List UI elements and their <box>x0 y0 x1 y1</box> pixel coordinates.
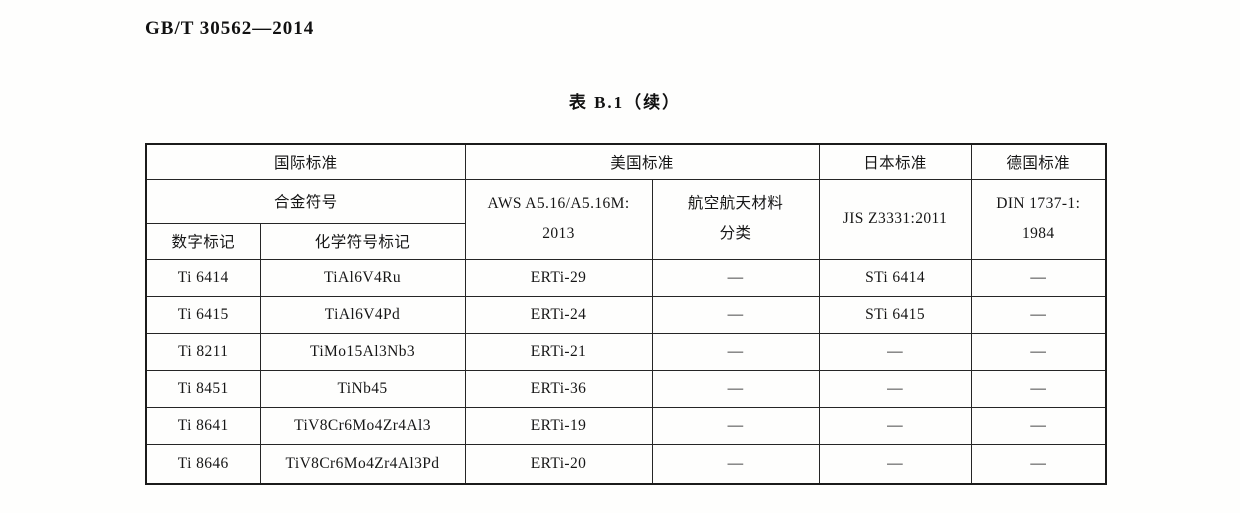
cell-aws: ERTi-19 <box>464 406 653 445</box>
cell-chemical: TiNb45 <box>259 369 466 408</box>
cell-din: — <box>970 406 1107 445</box>
header-din-spec: DIN 1737-1: 1984 <box>970 178 1107 260</box>
cell-din: — <box>970 332 1107 371</box>
cell-chemical: TiMo15Al3Nb3 <box>259 332 466 371</box>
cell-din: — <box>970 369 1107 408</box>
cell-jis: STi 6414 <box>818 258 972 297</box>
cell-din: — <box>970 258 1107 297</box>
header-aerospace-line2: 分类 <box>719 225 752 242</box>
cell-aerospace: — <box>651 258 820 297</box>
header-us-standard: 美国标准 <box>464 143 820 180</box>
cell-aws: ERTi-29 <box>464 258 653 297</box>
header-aws-spec-line2: 2013 <box>542 225 575 242</box>
header-row-subgroups: 合金符号 AWS A5.16/A5.16M: 2013 航空航天材料 分类 JI… <box>145 178 1107 260</box>
header-aerospace-line1: 航空航天材料 <box>687 194 784 212</box>
cell-aws: ERTi-36 <box>464 369 653 408</box>
cell-numeric: Ti 8451 <box>145 369 261 408</box>
header-japan-standard: 日本标准 <box>818 143 972 180</box>
header-aws-spec-line1: AWS A5.16/A5.16M: <box>487 194 630 212</box>
cell-numeric: Ti 8211 <box>145 332 261 371</box>
cell-chemical: TiAl6V4Ru <box>259 258 466 297</box>
header-aerospace-classification: 航空航天材料 分类 <box>651 178 820 260</box>
cell-chemical: TiV8Cr6Mo4Zr4Al3 <box>259 406 466 445</box>
header-row-standards: 国际标准 美国标准 日本标准 德国标准 <box>145 143 1107 180</box>
cell-aws: ERTi-21 <box>464 332 653 371</box>
cell-aws: ERTi-24 <box>464 295 653 334</box>
header-alloy-symbol: 合金符号 <box>145 178 466 224</box>
cell-chemical: TiAl6V4Pd <box>259 295 466 334</box>
cell-aerospace: — <box>651 443 820 485</box>
table-row: Ti 8451 TiNb45 ERTi-36 — — — <box>145 369 1107 408</box>
header-international-standard: 国际标准 <box>145 143 466 180</box>
cell-jis: — <box>818 406 972 445</box>
cell-aerospace: — <box>651 332 820 371</box>
table-row: Ti 6414 TiAl6V4Ru ERTi-29 — STi 6414 — <box>145 258 1107 297</box>
cell-numeric: Ti 6414 <box>145 258 261 297</box>
cell-numeric: Ti 8641 <box>145 406 261 445</box>
cell-aerospace: — <box>651 295 820 334</box>
cell-jis: STi 6415 <box>818 295 972 334</box>
cell-chemical: TiV8Cr6Mo4Zr4Al3Pd <box>259 443 466 485</box>
cell-din: — <box>970 443 1107 485</box>
header-din-spec-line1: DIN 1737-1: <box>996 194 1081 212</box>
standard-number: GB/T 30562—2014 <box>145 18 315 39</box>
header-germany-standard: 德国标准 <box>970 143 1107 180</box>
header-din-spec-line2: 1984 <box>1021 225 1055 242</box>
standards-comparison-table: 国际标准 美国标准 日本标准 德国标准 合金符号 AWS A5.16/A5.16… <box>145 143 1108 485</box>
table-row: Ti 8211 TiMo15Al3Nb3 ERTi-21 — — — <box>145 332 1107 371</box>
cell-numeric: Ti 6415 <box>145 295 261 334</box>
table-title: 表 B.1（续） <box>568 93 682 112</box>
table-row: Ti 8646 TiV8Cr6Mo4Zr4Al3Pd ERTi-20 — — — <box>145 443 1107 485</box>
cell-aerospace: — <box>651 406 820 445</box>
header-aws-spec: AWS A5.16/A5.16M: 2013 <box>464 178 653 260</box>
table-row: Ti 6415 TiAl6V4Pd ERTi-24 — STi 6415 — <box>145 295 1107 334</box>
cell-aerospace: — <box>651 369 820 408</box>
cell-aws: ERTi-20 <box>464 443 653 485</box>
cell-numeric: Ti 8646 <box>145 443 261 485</box>
cell-jis: — <box>818 332 972 371</box>
header-row-designations: 数字标记 化学符号标记 <box>145 222 1106 260</box>
table-row: Ti 8641 TiV8Cr6Mo4Zr4Al3 ERTi-19 — — — <box>145 406 1107 445</box>
cell-din: — <box>970 295 1107 334</box>
cell-jis: — <box>818 369 972 408</box>
cell-jis: — <box>818 443 972 485</box>
header-numeric-designation: 数字标记 <box>145 222 261 260</box>
header-jis-spec: JIS Z3331:2011 <box>818 178 972 260</box>
header-chemical-designation: 化学符号标记 <box>259 222 466 260</box>
